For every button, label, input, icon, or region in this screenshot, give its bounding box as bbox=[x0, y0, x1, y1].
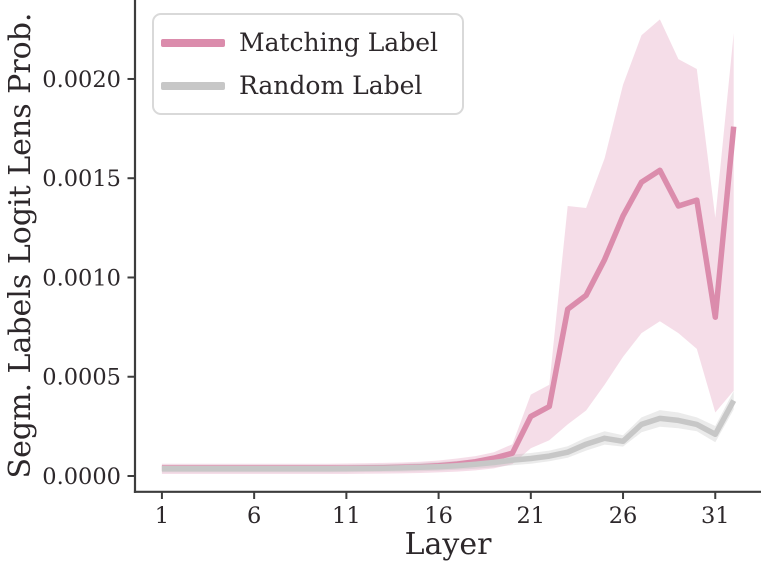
x-axis-label: Layer bbox=[404, 527, 492, 562]
legend-entry-matching-label: Matching Label bbox=[161, 21, 438, 64]
y-tick-label: 0.0015 bbox=[42, 166, 121, 192]
x-tick-label: 21 bbox=[516, 503, 545, 529]
random-label-line bbox=[161, 399, 737, 472]
series-lines bbox=[161, 126, 737, 472]
y-axis-label: Segm. Labels Logit Lens Prob. bbox=[3, 12, 38, 479]
x-tick-label: 1 bbox=[155, 503, 169, 529]
legend-label-random: Random Label bbox=[239, 71, 423, 100]
legend-label-matching: Matching Label bbox=[239, 28, 438, 57]
random-label-line-swatch bbox=[161, 81, 225, 90]
confidence-bands bbox=[161, 19, 734, 475]
legend-entry-random-label: Random Label bbox=[161, 64, 438, 107]
y-tick-label: 0.0020 bbox=[42, 67, 121, 93]
x-tick-label: 6 bbox=[247, 503, 261, 529]
x-tick-label: 16 bbox=[424, 503, 453, 529]
matching-label-line-swatch bbox=[161, 38, 225, 47]
x-tick-label: 26 bbox=[609, 503, 638, 529]
x-tick-label: 11 bbox=[332, 503, 361, 529]
y-tick-label: 0.0000 bbox=[42, 464, 121, 490]
y-tick-label: 0.0010 bbox=[42, 265, 121, 291]
matching-label-band bbox=[161, 19, 734, 475]
legend: Matching Label Random Label bbox=[152, 13, 464, 115]
y-tick-label: 0.0005 bbox=[42, 365, 121, 391]
axes-spines-and-ticks bbox=[127, 0, 761, 499]
x-tick-label: 31 bbox=[701, 503, 730, 529]
